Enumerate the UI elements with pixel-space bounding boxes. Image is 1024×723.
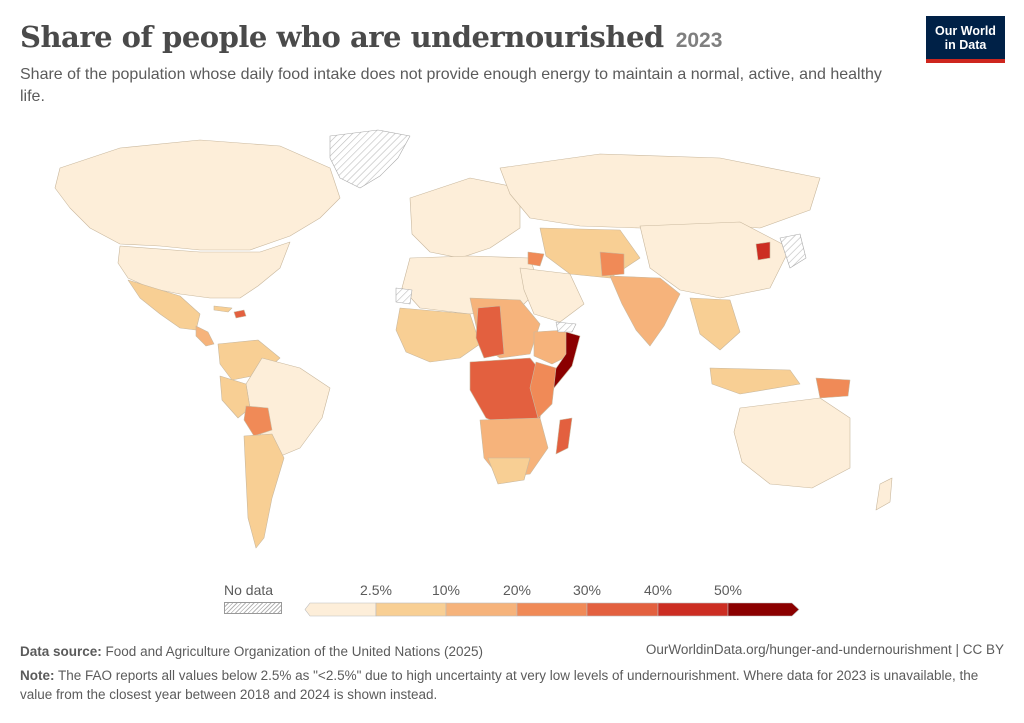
logo-line-2: in Data [944,37,987,52]
legend-tick-6: 50% [713,582,743,598]
region-afghanistan [599,251,625,277]
region-europe [409,177,521,259]
region-east-africa [529,361,557,419]
note-text: The FAO reports all values below 2.5% as… [20,668,979,702]
chart-year[interactable]: 2023 [675,29,723,52]
legend-tick-3: 20% [502,582,532,598]
region-canada-alaska [54,139,341,251]
logo-line-1: Our World [935,23,996,38]
region-south-africa [487,457,531,485]
region-iran-central-asia [539,227,641,279]
source-label: Data source: [20,644,102,659]
legend-bin-3[interactable] [445,602,518,617]
region-southern-cone [243,433,285,549]
legend-bin-1[interactable] [304,602,377,617]
source-text[interactable]: Food and Agriculture Organization of the… [105,644,484,659]
legend-bin-7[interactable] [727,602,800,617]
region-somaliland [555,321,577,333]
legend-tick-5: 40% [643,582,673,598]
region-central-america [195,325,215,347]
world-map[interactable] [0,118,1024,588]
region-north-korea [755,241,771,261]
legend-bin-5[interactable] [586,602,659,617]
region-indonesia [709,367,801,395]
chart-subtitle: Share of the population whose daily food… [20,66,882,105]
region-west-africa [395,307,481,363]
source-url[interactable]: OurWorldinData.org/hunger-and-undernouri… [645,642,1004,657]
legend-bin-4[interactable] [516,602,588,617]
note-label: Note: [20,668,55,683]
region-australia [733,397,851,489]
legend: No data 2.5% 10% 20% 30% 40% 50% [0,578,1024,618]
region-madagascar [555,417,573,455]
chart-title: Share of people who are undernourished [20,20,664,54]
legend-tick-4: 30% [572,582,602,598]
legend-bin-2[interactable] [375,602,447,617]
region-haiti [233,309,247,319]
note-line: Note: The FAO reports all values below 2… [20,666,1004,704]
legend-bin-6[interactable] [657,602,729,617]
legend-tick-1: 2.5% [360,582,392,598]
no-data-swatch[interactable] [224,602,282,614]
owid-logo[interactable]: Our World in Data [926,16,1005,63]
source-line: Data source: Food and Agriculture Organi… [20,642,1004,661]
no-data-label: No data [224,582,274,598]
region-png [815,377,851,399]
region-india [609,275,681,347]
region-greenland [329,129,411,189]
region-bolivia [243,405,273,437]
region-usa [117,241,291,299]
title-row: Share of people who are undernourished 2… [20,20,900,54]
region-western-sahara [395,287,413,305]
region-se-asia [689,297,741,351]
region-russia [499,153,821,229]
region-japan [779,233,807,269]
region-peru [219,375,251,419]
region-chad-car [475,305,505,359]
region-mexico [127,279,201,331]
legend-color-bar [304,602,800,617]
region-syria-yemen [527,251,545,267]
region-new-zealand [875,477,893,511]
legend-tick-2: 10% [431,582,461,598]
region-china [639,221,791,299]
region-cuba [213,305,233,313]
